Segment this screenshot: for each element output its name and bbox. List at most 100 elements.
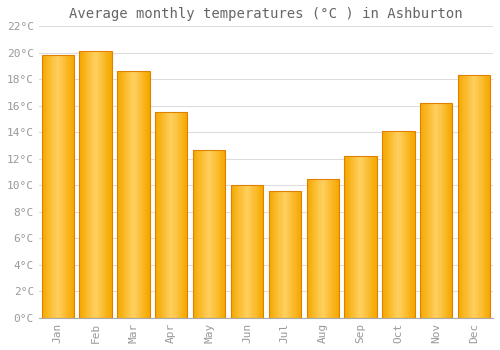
Bar — [351, 156, 352, 318]
Bar — [178, 112, 179, 318]
Bar — [294, 191, 296, 318]
Bar — [458, 75, 459, 318]
Bar — [285, 191, 286, 318]
Bar — [432, 103, 433, 318]
Bar — [130, 71, 132, 318]
Bar — [49, 55, 50, 318]
Bar — [315, 179, 316, 318]
Bar — [286, 191, 287, 318]
Bar — [146, 71, 148, 318]
Bar — [438, 103, 440, 318]
Bar — [208, 149, 209, 318]
Bar — [64, 55, 65, 318]
Bar — [238, 186, 240, 318]
Bar — [63, 55, 64, 318]
Bar — [325, 179, 326, 318]
Bar — [66, 55, 68, 318]
Bar — [271, 191, 272, 318]
Bar — [261, 186, 262, 318]
Bar — [80, 51, 112, 318]
Bar — [355, 156, 356, 318]
Bar — [234, 186, 235, 318]
Bar — [338, 179, 339, 318]
Bar — [349, 156, 350, 318]
Bar — [327, 179, 328, 318]
Bar — [458, 75, 490, 318]
Bar — [61, 55, 62, 318]
Bar — [198, 149, 200, 318]
Bar — [270, 191, 271, 318]
Bar — [162, 112, 164, 318]
Bar — [470, 75, 471, 318]
Bar — [128, 71, 129, 318]
Bar — [223, 149, 224, 318]
Bar — [200, 149, 202, 318]
Bar — [242, 186, 244, 318]
Bar — [450, 103, 452, 318]
Bar — [459, 75, 460, 318]
Bar — [394, 131, 395, 318]
Bar — [469, 75, 470, 318]
Bar — [346, 156, 348, 318]
Bar — [183, 112, 184, 318]
Bar — [332, 179, 334, 318]
Bar — [84, 51, 85, 318]
Bar — [430, 103, 431, 318]
Bar — [220, 149, 221, 318]
Bar — [485, 75, 486, 318]
Bar — [96, 51, 98, 318]
Bar — [260, 186, 261, 318]
Bar — [308, 179, 309, 318]
Bar — [440, 103, 442, 318]
Bar — [219, 149, 220, 318]
Bar — [306, 179, 308, 318]
Bar — [141, 71, 142, 318]
Bar — [245, 186, 246, 318]
Bar — [138, 71, 139, 318]
Bar — [142, 71, 143, 318]
Bar — [360, 156, 362, 318]
Bar — [460, 75, 462, 318]
Bar — [287, 191, 288, 318]
Bar — [409, 131, 410, 318]
Bar — [58, 55, 59, 318]
Bar — [300, 191, 301, 318]
Bar — [422, 103, 424, 318]
Bar — [276, 191, 278, 318]
Bar — [314, 179, 315, 318]
Bar — [372, 156, 374, 318]
Bar — [374, 156, 376, 318]
Bar — [391, 131, 392, 318]
Bar — [193, 149, 194, 318]
Bar — [68, 55, 70, 318]
Bar — [247, 186, 248, 318]
Bar — [395, 131, 396, 318]
Bar — [324, 179, 325, 318]
Bar — [478, 75, 480, 318]
Bar — [94, 51, 96, 318]
Bar — [473, 75, 474, 318]
Bar — [405, 131, 406, 318]
Bar — [164, 112, 165, 318]
Bar — [282, 191, 284, 318]
Bar — [354, 156, 355, 318]
Bar — [144, 71, 145, 318]
Bar — [254, 186, 256, 318]
Bar — [240, 186, 242, 318]
Bar — [489, 75, 490, 318]
Bar — [468, 75, 469, 318]
Bar — [442, 103, 444, 318]
Bar — [310, 179, 311, 318]
Bar — [406, 131, 407, 318]
Bar — [87, 51, 88, 318]
Bar — [222, 149, 223, 318]
Bar — [45, 55, 46, 318]
Bar — [231, 186, 232, 318]
Bar — [299, 191, 300, 318]
Bar — [46, 55, 47, 318]
Bar — [236, 186, 238, 318]
Bar — [322, 179, 324, 318]
Bar — [292, 191, 294, 318]
Bar — [194, 149, 195, 318]
Bar — [444, 103, 445, 318]
